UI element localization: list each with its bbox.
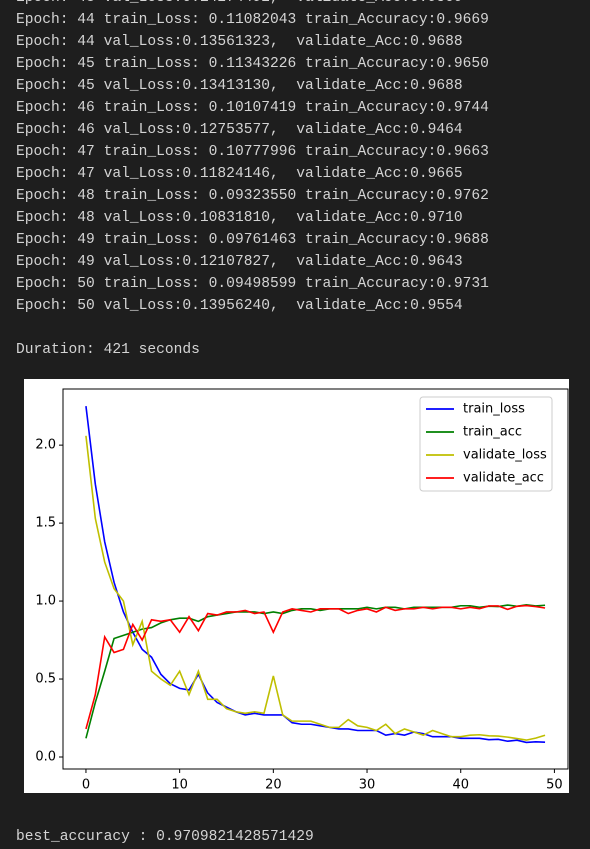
log-line: Epoch: 45 train_Loss: 0.11343226 train_A…	[16, 56, 489, 72]
y-tick-label: 0.0	[35, 749, 56, 764]
legend-label: train_loss	[463, 402, 525, 417]
y-tick-label: 1.0	[35, 594, 56, 609]
log-line: Epoch: 50 train_Loss: 0.09498599 train_A…	[16, 276, 489, 292]
legend-label: train_acc	[463, 425, 522, 440]
log-line: Epoch: 46 train_Loss: 0.10107419 train_A…	[16, 100, 489, 116]
x-tick-label: 0	[82, 778, 90, 793]
chart: 0.0 0.5 1.0 1.5 2.0 0 10 20 30 40 50 train_losstrai…	[24, 379, 569, 793]
y-tick-label: 2.0	[35, 438, 56, 453]
line-series	[85, 406, 546, 744]
best-accuracy: best_accuracy : 0.9709821428571429	[16, 829, 314, 845]
duration: Duration: 421 seconds	[16, 342, 200, 358]
x-tick-label: 20	[265, 778, 282, 793]
log-line: Epoch: 43 val_Loss:0.14274492, validate_…	[16, 0, 463, 8]
log-line: Epoch: 48 val_Loss:0.10831810, validate_…	[16, 210, 463, 226]
y-tick-label: 1.5	[35, 516, 56, 531]
legend-label: validate_acc	[463, 471, 544, 486]
log-line: Epoch: 47 train_Loss: 0.10777996 train_A…	[16, 144, 489, 160]
x-tick-label: 50	[546, 778, 563, 793]
legend-box	[419, 396, 553, 492]
y-tick-label: 0.5	[35, 672, 56, 687]
x-tick-label: 10	[171, 778, 188, 793]
line-series	[85, 604, 546, 730]
log-line: Epoch: 45 val_Loss:0.13413130, validate_…	[16, 78, 463, 94]
x-tick-label: 30	[359, 778, 376, 793]
log-line: Epoch: 48 train_Loss: 0.09323550 train_A…	[16, 188, 489, 204]
log-line: Epoch: 44 train_Loss: 0.11082043 train_A…	[16, 12, 489, 28]
x-tick-label: 40	[452, 778, 469, 793]
log-line: Epoch: 47 val_Loss:0.11824146, validate_…	[16, 166, 463, 182]
log-line: Epoch: 50 val_Loss:0.13956240, validate_…	[16, 298, 463, 314]
line-series	[85, 435, 546, 741]
log-line: Epoch: 44 val_Loss:0.13561323, validate_…	[16, 34, 463, 50]
plot-frame	[62, 388, 569, 770]
log-line: Epoch: 49 train_Loss: 0.09761463 train_A…	[16, 232, 489, 248]
log-line: Epoch: 49 val_Loss:0.12107827, validate_…	[16, 254, 463, 270]
legend-label: validate_loss	[463, 448, 547, 463]
log-line: Epoch: 46 val_Loss:0.12753577, validate_…	[16, 122, 463, 138]
